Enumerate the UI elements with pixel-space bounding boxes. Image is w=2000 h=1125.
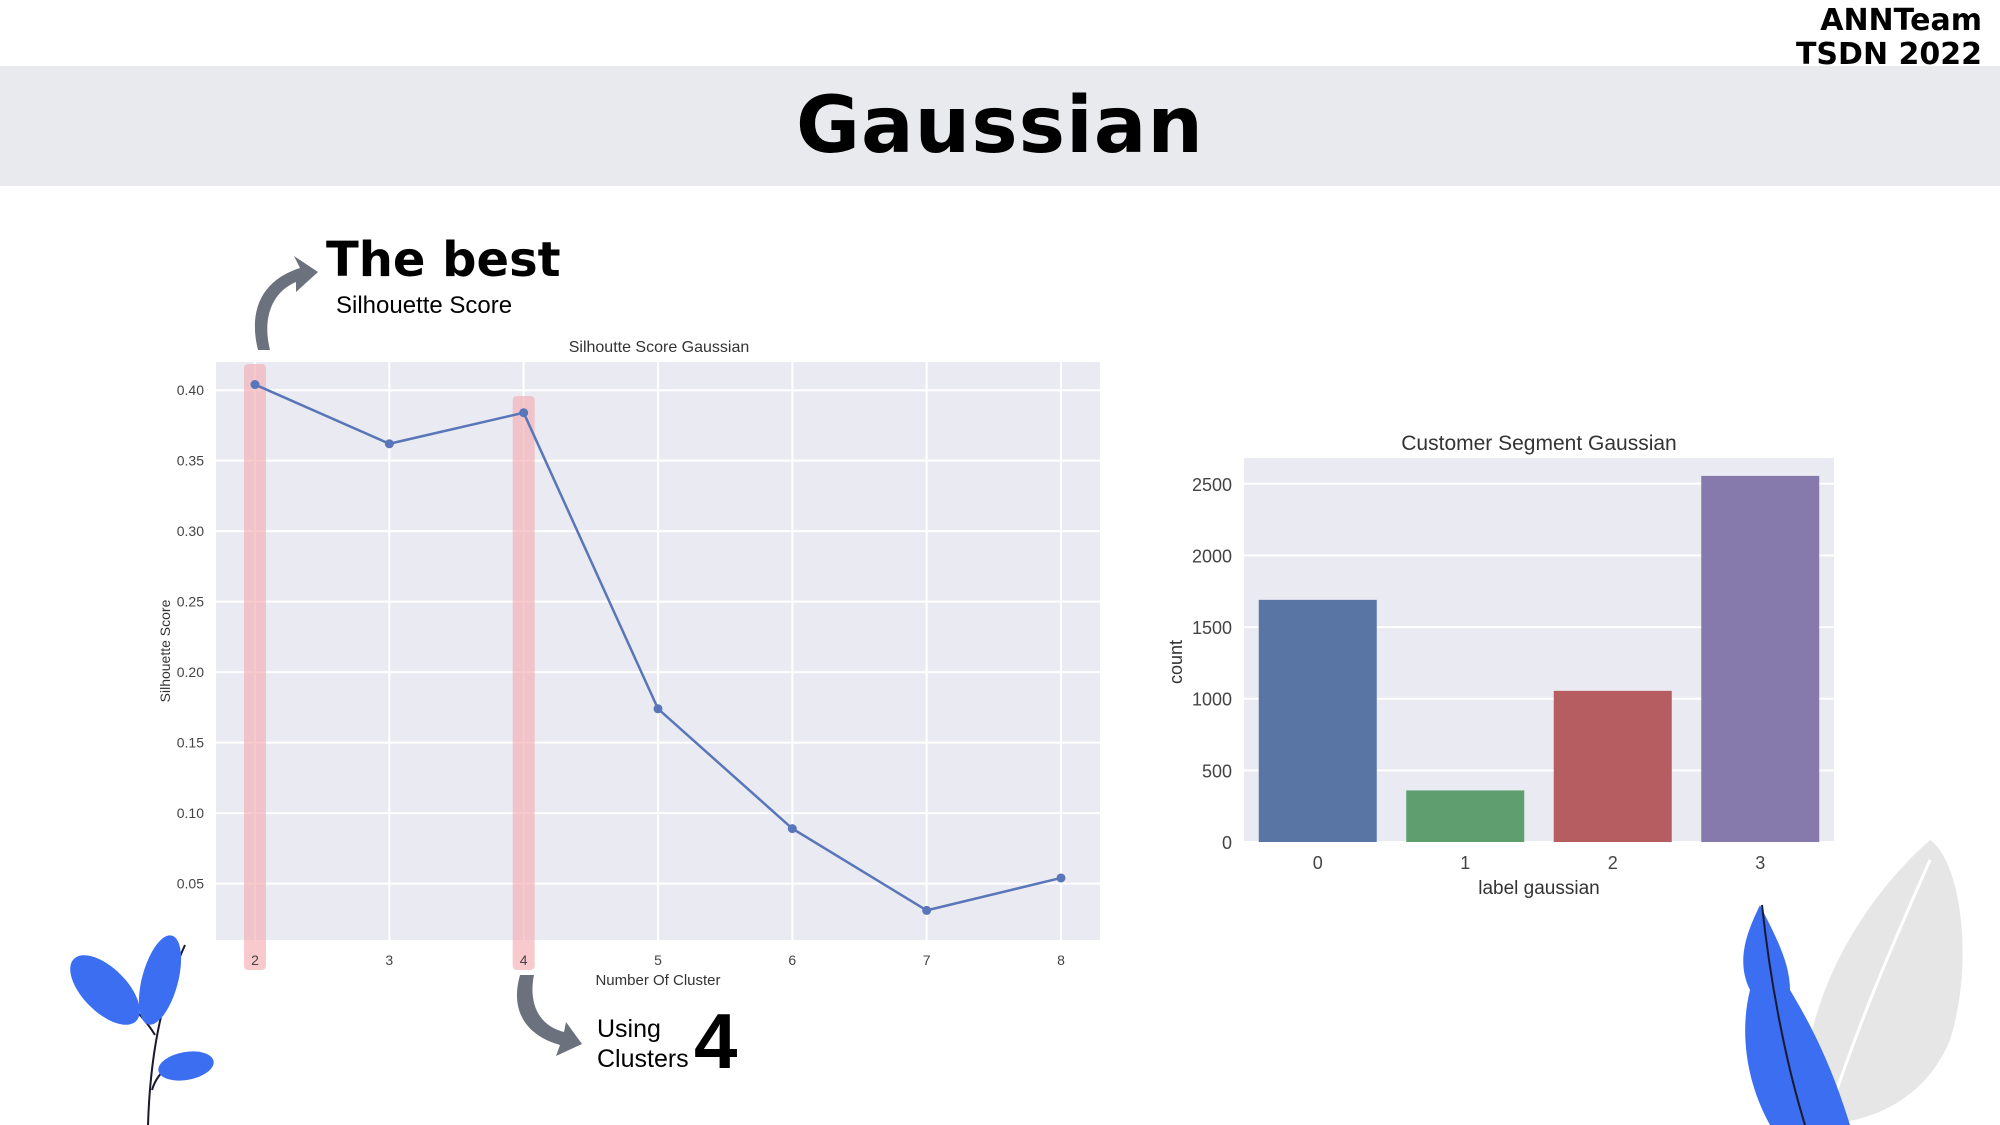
y-tick-label: 0.05: [177, 876, 204, 892]
curved-arrow-up-icon: [254, 256, 318, 350]
x-tick-label: 7: [923, 952, 931, 968]
using-line: Using: [597, 1015, 661, 1043]
bar-chart-xlabel: label gaussian: [1478, 878, 1599, 899]
line-chart-ylabel: Silhouette Score: [157, 599, 173, 702]
y-tick-label: 0.15: [177, 735, 204, 751]
x-tick-label: 5: [654, 952, 662, 968]
y-tick-label: 1000: [1192, 690, 1232, 710]
silhouette-point: [653, 704, 663, 714]
x-tick-label: 2: [251, 952, 259, 968]
y-tick-label: 0.10: [177, 805, 204, 821]
bar: [1406, 790, 1525, 842]
plant-left-icon: [70, 935, 214, 1125]
using-clusters-number: 4: [694, 997, 738, 1085]
y-tick-label: 500: [1202, 761, 1232, 781]
x-tick-label: 3: [385, 952, 393, 968]
bar: [1701, 475, 1820, 842]
bar-chart-title: Customer Segment Gaussian: [1401, 432, 1676, 455]
y-tick-label: 1500: [1192, 618, 1232, 638]
y-tick-label: 0.25: [177, 594, 204, 610]
highlight-band: [244, 364, 266, 970]
highlight-band: [512, 396, 535, 970]
silhouette-point: [384, 439, 394, 449]
x-tick-label: 2: [1608, 853, 1618, 873]
silhouette-point: [250, 380, 260, 390]
bar: [1258, 599, 1377, 842]
x-tick-label: 0: [1313, 853, 1323, 873]
silhouette-point: [1056, 873, 1066, 883]
x-tick-label: 3: [1755, 853, 1765, 873]
y-tick-label: 0.35: [177, 453, 204, 469]
y-tick-label: 0: [1222, 833, 1232, 853]
silhouette-point: [519, 408, 529, 418]
team-name: ANNTeam: [1820, 3, 1982, 38]
line-chart-title: Silhoutte Score Gaussian: [569, 339, 750, 356]
silhouette-point: [787, 824, 797, 834]
x-tick-label: 1: [1460, 853, 1470, 873]
y-tick-label: 0.30: [177, 523, 204, 539]
y-tick-label: 2000: [1192, 546, 1232, 566]
plant-right-icon: [1743, 840, 1963, 1125]
x-tick-label: 8: [1057, 952, 1065, 968]
curved-arrow-down-icon: [516, 975, 582, 1056]
team-label: ANNTeam TSDN 2022: [1796, 4, 1982, 72]
y-tick-label: 2500: [1192, 475, 1232, 495]
page-title: Gaussian: [796, 81, 1204, 171]
title-band: [0, 66, 2000, 186]
best-annotation-title: The best: [326, 232, 561, 288]
x-tick-label: 6: [788, 952, 796, 968]
line-chart-xlabel: Number Of Cluster: [595, 972, 720, 989]
bar-chart-ylabel: count: [1166, 640, 1186, 684]
clusters-line: Clusters: [597, 1045, 689, 1073]
best-annotation-subtitle: Silhouette Score: [336, 292, 513, 319]
event-name: TSDN 2022: [1795, 37, 1982, 72]
y-tick-label: 0.20: [177, 664, 204, 680]
bar: [1553, 690, 1672, 842]
y-tick-label: 0.40: [177, 382, 204, 398]
using-clusters-label: Using Clusters: [597, 1014, 689, 1074]
x-tick-label: 4: [520, 952, 528, 968]
silhouette-point: [922, 905, 932, 915]
